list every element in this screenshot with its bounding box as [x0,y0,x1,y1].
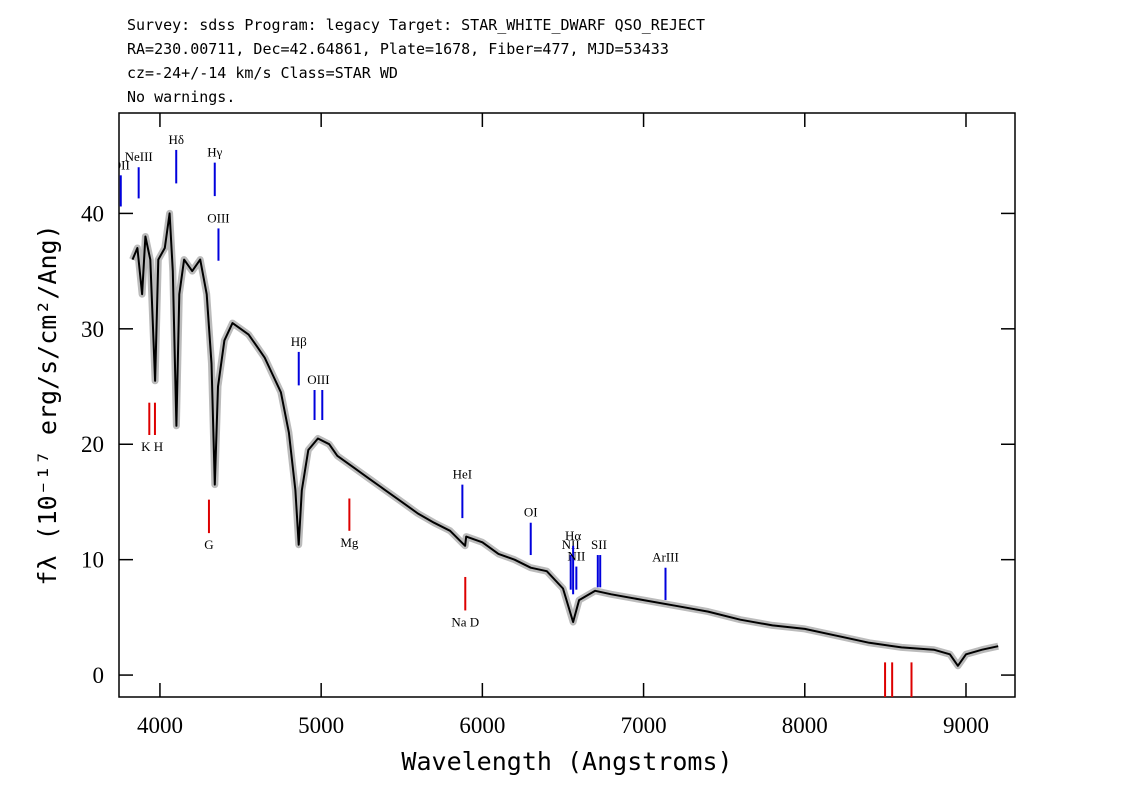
y-axis-label: fλ (10⁻¹⁷ erg/s/cm²/Ang) [33,224,62,585]
plot-frame [118,112,1016,698]
title-line: cz=-24+/-14 km/s Class=STAR WD [127,64,398,82]
line-marker-label: OI [524,505,538,520]
y-tick-label: 30 [81,317,104,342]
line-marker-label: Na D [451,614,479,629]
line-marker-label: Hα [565,528,581,543]
line-marker-label: OIII [307,372,329,387]
line-marker-label: HeI [453,467,473,482]
line-marker-label: NII [567,549,585,564]
y-tick-label: 0 [93,663,105,688]
plot-area: OIINeIIIHδHγOIIIHβOIIIHeIOINIIHαNIISIIAr… [112,132,999,697]
spectrum [131,212,999,667]
line-marker-label: SII [591,537,607,552]
x-tick-label: 6000 [459,713,505,738]
y-tick-label: 10 [81,548,104,573]
x-tick-label: 8000 [782,713,828,738]
line-marker-label: Hβ [291,334,307,349]
line-marker-label: G [204,537,213,552]
x-tick-label: 4000 [137,713,183,738]
line-marker-label: ArIII [652,550,679,565]
line-marker-label: NII [562,537,580,552]
title-line: RA=230.00711, Dec=42.64861, Plate=1678, … [127,40,669,58]
line-marker-label: K H [141,439,163,454]
x-tick-label: 5000 [298,713,344,738]
title-line: No warnings. [127,88,235,106]
y-tick-label: 40 [81,201,104,226]
title-line: Survey: sdss Program: legacy Target: STA… [127,16,705,34]
x-axis-label: Wavelength (Angstroms) [401,747,732,776]
line-marker-label: Hδ [168,132,184,147]
line-marker-label: NeIII [125,149,153,164]
line-marker-label: OIII [207,210,229,225]
x-tick-label: 9000 [943,713,989,738]
line-marker-label: Hγ [207,145,222,160]
x-tick-label: 7000 [621,713,667,738]
y-tick-label: 20 [81,432,104,457]
line-marker-label: Mg [340,535,359,550]
line-marker-label: OII [112,157,130,172]
